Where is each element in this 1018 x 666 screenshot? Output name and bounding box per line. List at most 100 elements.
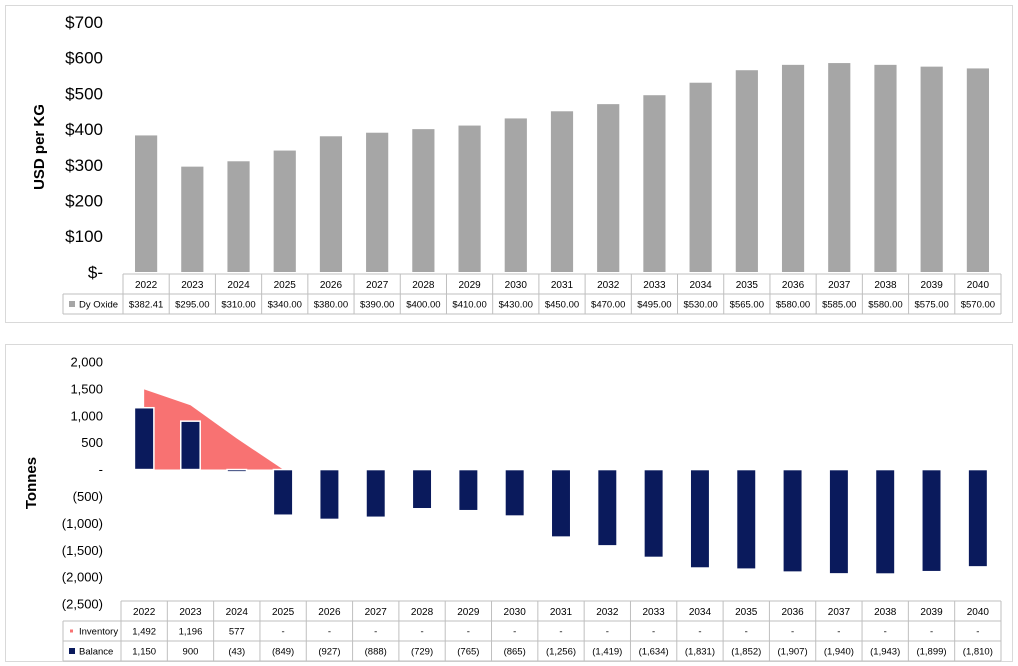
data-label: $530.00: [683, 300, 717, 311]
x-tick-label: 2040: [967, 280, 990, 291]
bar-dy-oxide-2035: [735, 70, 758, 272]
y-axis-title: Tonnes: [23, 457, 40, 509]
x-tick-label: 2022: [135, 280, 158, 291]
legend-label-dy oxide: Dy Oxide: [79, 300, 118, 311]
x-tick-label: 2031: [550, 607, 573, 618]
y-tick-label: (1,500): [62, 543, 103, 558]
x-tick-label: 2033: [643, 607, 666, 618]
data-label: $580.00: [868, 300, 902, 311]
y-axis-title: USD per KG: [31, 104, 48, 190]
data-label: $580.00: [776, 300, 810, 311]
data-label: -: [559, 627, 562, 638]
legend-label-balance: Balance: [79, 647, 113, 658]
y-tick-label: $700: [65, 13, 103, 32]
data-label: $380.00: [314, 300, 348, 311]
x-tick-label: 2030: [505, 280, 528, 291]
y-tick-label: $500: [65, 84, 103, 103]
data-label: -: [976, 627, 979, 638]
x-tick-label: 2028: [412, 280, 435, 291]
bar-balance-2035: [735, 468, 757, 570]
x-tick-label: 2029: [458, 280, 481, 291]
y-tick-label: (2,500): [62, 597, 103, 612]
x-tick-label: 2023: [179, 607, 202, 618]
bar-dy-oxide-2033: [643, 95, 666, 272]
bar-dy-oxide-2040: [966, 68, 989, 272]
legend-key-balance: [69, 648, 75, 654]
data-label: $450.00: [545, 300, 579, 311]
bar-dy-oxide-2022: [135, 135, 158, 272]
bar-dy-oxide-2023: [181, 166, 204, 272]
bar-dy-oxide-2024: [227, 161, 250, 272]
x-tick-label: 2038: [874, 607, 897, 618]
data-label: (729): [411, 647, 433, 658]
data-label: -: [930, 627, 933, 638]
data-label: (1,943): [870, 647, 900, 658]
y-tick-label: 500: [81, 435, 103, 450]
bar-balance-2028: [411, 468, 433, 510]
bar-dy-oxide-2039: [920, 66, 943, 272]
x-tick-label: 2039: [920, 607, 943, 618]
x-tick-label: 2027: [366, 280, 389, 291]
y-tick-label: $100: [65, 227, 103, 246]
legend-label-inventory: Inventory: [79, 627, 118, 638]
data-label: (1,899): [916, 647, 946, 658]
chart-panel-price: USD per KG $- $100 $200 $300 $400 $500 $600 $700…: [5, 5, 1013, 323]
bar-dy-oxide-2028: [412, 129, 435, 272]
data-label: -: [652, 627, 655, 638]
bar-balance-2024: [226, 468, 248, 473]
data-label: (1,852): [731, 647, 761, 658]
y-tick-label: 1,000: [70, 408, 103, 423]
chart-panel-balance: Tonnes (2,500) (2,000) (1,500) (1,000) (500) -…: [5, 344, 1013, 662]
data-label: $470.00: [591, 300, 625, 311]
x-tick-label: 2032: [597, 280, 620, 291]
data-label: (865): [504, 647, 526, 658]
data-label: 1,150: [132, 647, 156, 658]
bar-dy-oxide-2026: [319, 136, 343, 272]
x-tick-label: 2034: [690, 280, 713, 291]
data-label: (765): [457, 647, 479, 658]
y-tick-label: 1,500: [70, 381, 103, 396]
x-tick-label: 2026: [320, 280, 343, 291]
data-label: -: [837, 627, 840, 638]
bar-balance-2036: [782, 468, 804, 573]
y-tick-label: $200: [65, 192, 103, 211]
data-label: -: [420, 627, 423, 638]
x-tick-label: 2040: [967, 607, 990, 618]
data-label: (43): [228, 647, 245, 658]
bar-dy-oxide-2036: [781, 64, 805, 272]
y-tick-label: (2,000): [62, 570, 103, 585]
bar-balance-2029: [457, 468, 479, 512]
data-label: $430.00: [499, 300, 533, 311]
data-label: (849): [272, 647, 294, 658]
x-tick-label: 2023: [181, 280, 204, 291]
bar-dy-oxide-2029: [458, 125, 481, 272]
legend-key-inventory: [70, 629, 73, 633]
price-chart-svg: USD per KG $- $100 $200 $300 $400 $500 $600 $700…: [31, 13, 1002, 315]
x-tick-label: 2037: [828, 280, 851, 291]
bar-balance-2027: [365, 468, 387, 519]
area-inventory: [144, 389, 284, 470]
bar-balance-2038: [874, 468, 896, 575]
data-label: $310.00: [221, 300, 255, 311]
data-label: (1,810): [963, 647, 993, 658]
x-tick-label: 2035: [735, 607, 758, 618]
x-tick-label: 2035: [736, 280, 759, 291]
bar-dy-oxide-2032: [597, 104, 620, 273]
data-label: (888): [365, 647, 387, 658]
bar-balance-2037: [828, 468, 850, 575]
data-label: $295.00: [175, 300, 209, 311]
y-tick-label: (500): [73, 489, 103, 504]
data-label: (1,256): [546, 647, 576, 658]
x-tick-label: 2027: [365, 607, 388, 618]
data-label: $382.41: [129, 300, 163, 311]
x-tick-label: 2029: [457, 607, 480, 618]
x-tick-label: 2037: [828, 607, 851, 618]
y-tick-label: -: [99, 462, 103, 477]
bar-balance-2031: [550, 468, 572, 538]
bar-balance-2023: [179, 420, 201, 471]
bar-dy-oxide-2030: [504, 118, 527, 272]
bar-dy-oxide-2038: [874, 64, 897, 272]
data-label: -: [791, 627, 794, 638]
data-label: -: [374, 627, 377, 638]
data-label: $495.00: [637, 300, 671, 311]
